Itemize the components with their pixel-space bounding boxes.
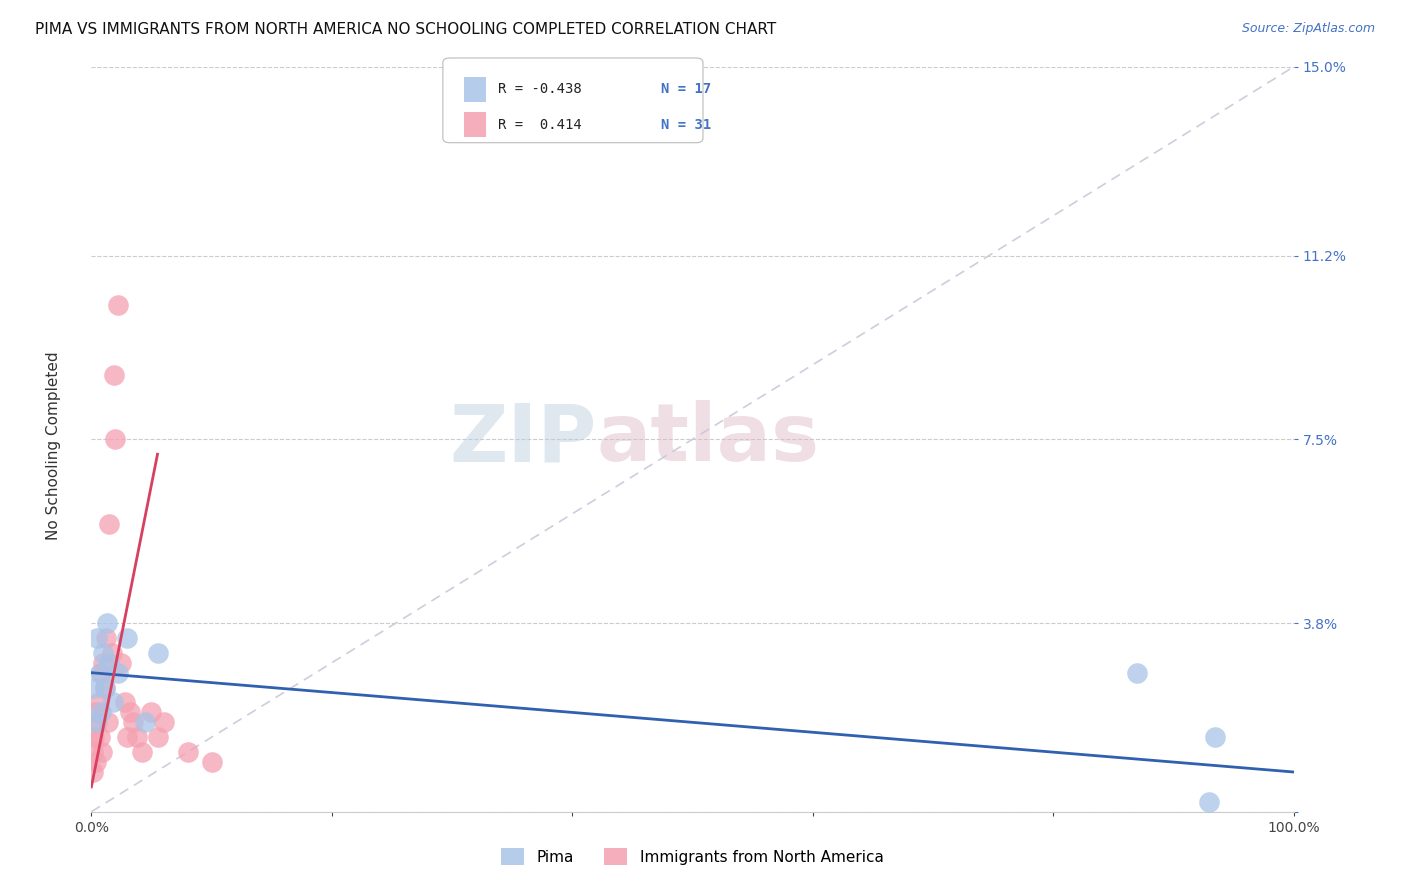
Text: N = 17: N = 17 bbox=[661, 82, 711, 96]
Point bbox=[104, 433, 127, 447]
Point bbox=[200, 755, 222, 769]
Point bbox=[101, 696, 124, 710]
Point bbox=[1204, 730, 1226, 744]
Text: N = 31: N = 31 bbox=[661, 118, 711, 132]
Point bbox=[152, 715, 174, 730]
Point bbox=[82, 745, 104, 759]
Point bbox=[101, 646, 124, 660]
Point bbox=[97, 715, 120, 730]
Point bbox=[141, 706, 163, 720]
Point bbox=[94, 631, 117, 645]
Point bbox=[1198, 795, 1220, 809]
Point bbox=[83, 681, 105, 695]
Point bbox=[86, 631, 108, 645]
Point bbox=[89, 730, 111, 744]
Point bbox=[118, 706, 141, 720]
Point bbox=[83, 730, 105, 744]
Point bbox=[82, 764, 104, 779]
Point bbox=[146, 646, 169, 660]
Point bbox=[96, 615, 118, 630]
Point bbox=[1126, 665, 1149, 680]
Point bbox=[84, 755, 107, 769]
Text: ZIP: ZIP bbox=[449, 401, 596, 478]
Point bbox=[146, 730, 169, 744]
Point bbox=[90, 706, 112, 720]
Text: R =  0.414: R = 0.414 bbox=[498, 118, 582, 132]
Text: atlas: atlas bbox=[596, 401, 820, 478]
Point bbox=[89, 665, 111, 680]
Text: Source: ZipAtlas.com: Source: ZipAtlas.com bbox=[1241, 22, 1375, 36]
Point bbox=[84, 715, 107, 730]
Point bbox=[93, 646, 115, 660]
Point bbox=[110, 656, 132, 670]
Point bbox=[103, 368, 125, 382]
Point bbox=[90, 665, 112, 680]
Point bbox=[131, 745, 153, 759]
Point bbox=[87, 696, 110, 710]
Point bbox=[107, 665, 129, 680]
Point bbox=[93, 681, 115, 695]
Point bbox=[122, 715, 145, 730]
Point bbox=[176, 745, 198, 759]
Point bbox=[125, 730, 148, 744]
Point bbox=[117, 730, 139, 744]
Legend: Pima, Immigrants from North America: Pima, Immigrants from North America bbox=[495, 842, 890, 871]
Point bbox=[107, 298, 129, 312]
Text: No Schooling Completed: No Schooling Completed bbox=[46, 351, 60, 541]
Point bbox=[93, 656, 115, 670]
Point bbox=[134, 715, 156, 730]
Point bbox=[98, 656, 121, 670]
Point bbox=[91, 745, 114, 759]
Point bbox=[117, 631, 139, 645]
Text: R = -0.438: R = -0.438 bbox=[498, 82, 582, 96]
Point bbox=[98, 516, 121, 531]
Point bbox=[84, 706, 107, 720]
Point bbox=[114, 696, 136, 710]
Text: PIMA VS IMMIGRANTS FROM NORTH AMERICA NO SCHOOLING COMPLETED CORRELATION CHART: PIMA VS IMMIGRANTS FROM NORTH AMERICA NO… bbox=[35, 22, 776, 37]
Point bbox=[93, 681, 115, 695]
Point bbox=[86, 715, 108, 730]
